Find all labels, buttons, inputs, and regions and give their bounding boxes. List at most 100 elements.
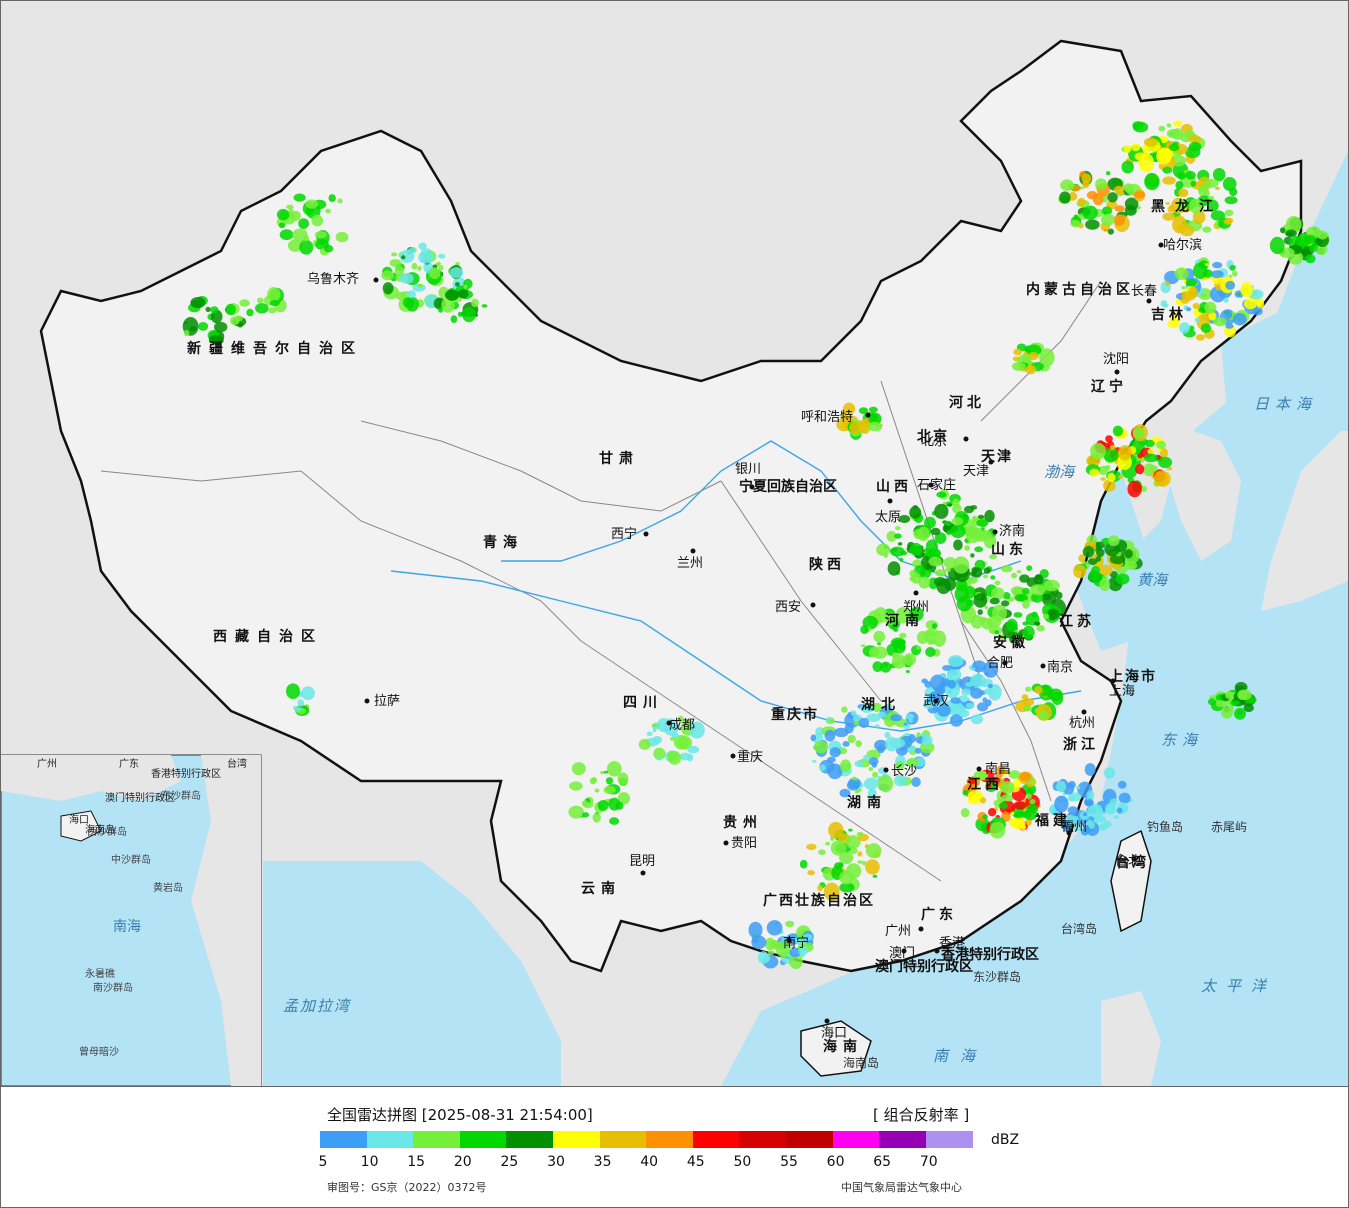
radar-echo xyxy=(257,297,264,304)
radar-echo xyxy=(893,628,899,632)
radar-echo xyxy=(1075,786,1081,790)
radar-echo xyxy=(1193,262,1208,280)
radar-echo xyxy=(903,653,917,666)
radar-echo xyxy=(1228,709,1233,713)
radar-echo xyxy=(979,616,987,623)
radar-echo xyxy=(950,524,966,539)
radar-echo xyxy=(1039,684,1051,697)
radar-echo xyxy=(934,503,949,519)
province-label-jiangxi: 江西 xyxy=(967,776,1003,793)
radar-echo xyxy=(1084,799,1094,807)
radar-map[interactable]: 新疆维吾尔自治区 西藏自治区 青海 甘肃 内蒙古自治区 黑龙江 吉林 辽宁 河北 山西 陕西 四川 重庆… xyxy=(0,0,1349,1087)
radar-echo xyxy=(1101,206,1113,216)
radar-echo xyxy=(895,607,910,624)
radar-echo xyxy=(1131,143,1141,152)
radar-echo xyxy=(1177,188,1189,198)
city-label: 长春 xyxy=(1131,284,1157,299)
inset-label: 广州 xyxy=(37,758,57,770)
radar-echo xyxy=(994,580,1001,586)
province-label-heilongjiang: 黑龙江 xyxy=(1151,198,1223,215)
radar-echo xyxy=(989,821,1006,839)
radar-echo xyxy=(887,561,901,576)
radar-echo xyxy=(1124,205,1137,216)
radar-echo xyxy=(827,756,836,763)
radar-echo xyxy=(389,259,402,267)
radar-echo xyxy=(865,859,880,875)
radar-echo xyxy=(1204,178,1219,188)
radar-echo xyxy=(936,578,951,594)
legend-tick: 25 xyxy=(500,1154,519,1170)
radar-echo xyxy=(807,942,812,948)
inset-label: 海口 xyxy=(69,813,89,826)
radar-echo xyxy=(689,721,705,739)
radar-echo xyxy=(894,533,902,539)
radar-echo xyxy=(1030,584,1046,596)
radar-echo xyxy=(873,630,886,643)
radar-echo xyxy=(1177,198,1186,209)
inset-label: 永暑礁 xyxy=(85,967,115,980)
city-label: 南京 xyxy=(1047,659,1073,675)
radar-echo xyxy=(984,509,995,523)
radar-echo xyxy=(987,684,1002,701)
inset-label: 东沙群岛 xyxy=(161,789,201,802)
radar-echo xyxy=(1100,477,1106,481)
radar-echo xyxy=(1200,293,1207,298)
radar-echo xyxy=(1200,323,1212,333)
radar-echo xyxy=(751,935,767,950)
radar-echo xyxy=(807,870,815,876)
city-marker xyxy=(643,531,649,537)
radar-echo xyxy=(982,814,988,820)
radar-echo xyxy=(860,644,866,648)
radar-echo xyxy=(1165,202,1170,205)
radar-echo xyxy=(571,762,586,776)
radar-echo xyxy=(411,262,418,270)
radar-echo xyxy=(953,686,960,690)
radar-echo xyxy=(849,421,863,434)
radar-echo xyxy=(1034,686,1043,695)
radar-echo xyxy=(1192,302,1201,310)
radar-echo xyxy=(1192,210,1206,225)
legend-unit: dBZ xyxy=(991,1132,1020,1148)
legend-tick: 70 xyxy=(919,1154,938,1170)
province-label-gansu: 甘肃 xyxy=(599,450,639,467)
radar-echo xyxy=(1285,229,1297,238)
radar-echo xyxy=(898,515,911,523)
radar-echo xyxy=(1133,191,1146,199)
radar-echo xyxy=(977,514,985,520)
province-label-taiwan: 台湾 xyxy=(1116,854,1148,871)
radar-echo xyxy=(651,723,659,728)
radar-echo xyxy=(983,661,999,678)
radar-echo xyxy=(921,735,933,746)
radar-echo xyxy=(986,783,992,788)
radar-echo xyxy=(1108,535,1120,547)
radar-echo xyxy=(1022,587,1030,595)
radar-echo xyxy=(946,530,952,536)
radar-echo xyxy=(1117,475,1124,479)
radar-echo xyxy=(1210,270,1224,279)
radar-echo xyxy=(1013,348,1023,356)
radar-echo xyxy=(1012,817,1026,830)
legend-title: 全国雷达拼图 [2025-08-31 21:54:00] xyxy=(327,1106,593,1124)
province-label-guangdong: 广东 xyxy=(921,906,957,923)
radar-echo xyxy=(381,270,394,281)
radar-echo xyxy=(976,702,989,712)
radar-echo xyxy=(785,920,795,928)
province-label-yunnan: 云南 xyxy=(581,880,621,897)
radar-echo xyxy=(916,645,922,650)
radar-echo xyxy=(897,542,903,546)
radar-echo xyxy=(1056,780,1067,793)
inset-label: 广东 xyxy=(119,757,139,770)
city-marker xyxy=(887,498,893,504)
radar-echo xyxy=(1025,818,1032,826)
island-label: 海南岛 xyxy=(843,1055,879,1070)
radar-echo xyxy=(965,702,975,709)
radar-echo xyxy=(839,851,854,865)
radar-echo xyxy=(1118,780,1127,789)
radar-echo xyxy=(915,747,922,754)
city-marker xyxy=(988,459,994,465)
radar-echo xyxy=(1001,600,1010,607)
sea-label: 渤海 xyxy=(1044,463,1076,481)
radar-echo xyxy=(1153,470,1168,487)
province-label-sichuan: 四川 xyxy=(623,695,663,711)
radar-echo xyxy=(840,759,851,773)
